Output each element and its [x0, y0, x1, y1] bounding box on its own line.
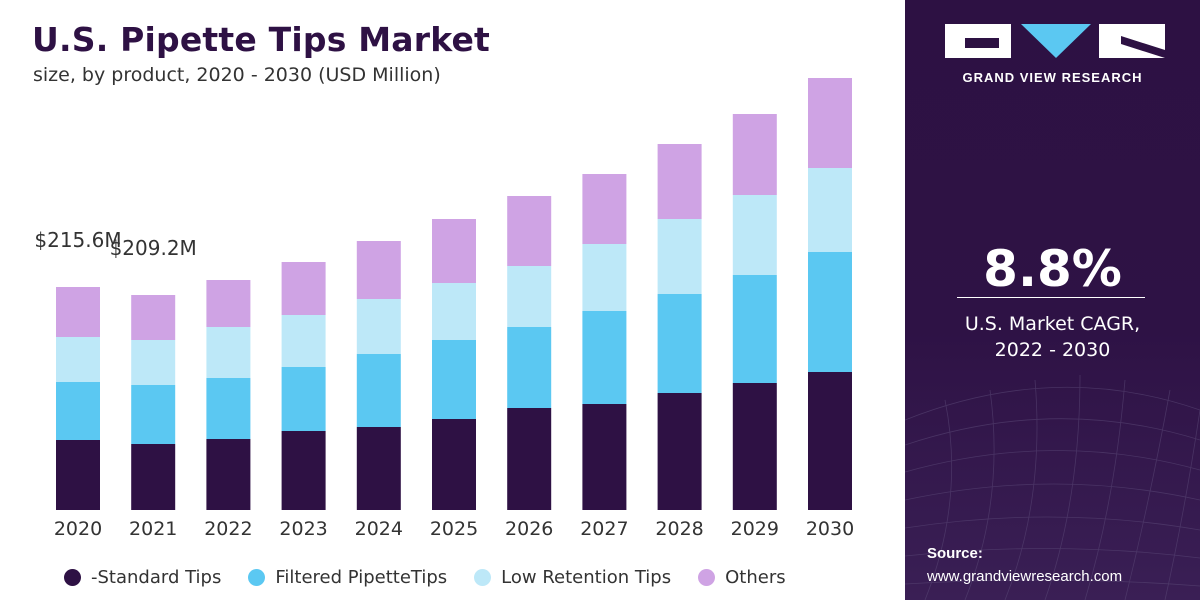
bar-segment-2029-s0: [732, 383, 777, 510]
legend-swatch-standard: [64, 568, 81, 586]
bar-segment-2027-s2: [582, 244, 627, 311]
cagr-value: 8.8%: [983, 240, 1122, 298]
x-tick-label: 2020: [54, 518, 102, 540]
source-label: Source:: [927, 545, 983, 562]
x-tick-label: 2026: [505, 518, 553, 540]
legend-swatch-others: [698, 568, 716, 586]
bar-segment-2027-s0: [582, 404, 627, 510]
bar-segment-2025-s0: [432, 419, 476, 510]
gvr-logo-icon: [945, 24, 1165, 58]
bar-segment-2023-s1: [281, 367, 326, 431]
bar-segment-2021-s3: [131, 295, 176, 340]
cagr-label-line1: U.S. Market CAGR,: [964, 313, 1141, 335]
bar-segment-2025-s2: [432, 283, 476, 340]
stacked-bar-chart: 2020 2021 2022 2023 2024 2025 2026 2027 2028 2029…: [34, 78, 854, 540]
bar-segment-2022-s3: [206, 280, 251, 327]
bar-segment-2025-s3: [432, 219, 476, 283]
bar-segment-2024-s0: [356, 427, 401, 510]
bar-segment-2024-s3: [356, 241, 401, 299]
x-tick-label: 2021: [129, 518, 177, 540]
bar-segment-2030-s1: [808, 252, 852, 372]
bar-segment-2021-s1: [131, 385, 176, 444]
bar-segment-2029-s2: [732, 195, 777, 275]
bar-segment-2026-s3: [507, 196, 552, 266]
bar-segment-2020-s2: [56, 337, 100, 382]
bar-segment-2026-s0: [507, 408, 552, 510]
x-tick-label: 2023: [279, 518, 327, 540]
bar-segment-2028-s1: [657, 294, 702, 393]
x-tick-label: 2027: [580, 518, 628, 540]
legend-label: Others: [725, 566, 786, 588]
bar-segment-2025-s1: [432, 340, 476, 419]
legend-item-filtered-tips: Filtered PipetteTips: [248, 567, 447, 588]
info-panel: GRAND VIEW RESEARCH 8.8% U.S. Market CAG…: [905, 0, 1200, 600]
bar-segment-2020-s3: [56, 287, 100, 337]
cagr-label-line2: 2022 - 2030: [994, 339, 1111, 361]
bar-segment-2028-s3: [657, 144, 702, 219]
bar-segment-2030-s3: [808, 78, 852, 168]
page-title: U.S. Pipette Tips Market: [32, 20, 491, 59]
data-label-2020: $215.6M: [34, 228, 121, 252]
legend-label: -Standard Tips: [91, 566, 222, 588]
bar-segment-2022-s0: [206, 439, 251, 510]
chart-subtitle: size, by product, 2020 - 2030 (USD Milli…: [33, 64, 441, 86]
bar-segment-2028-s2: [657, 219, 702, 294]
bar-segment-2023-s3: [281, 262, 326, 315]
bar-segment-2028-s0: [657, 393, 702, 510]
legend-item-low-retention-tips: Low Retention Tips: [474, 567, 671, 588]
bar-segment-2020-s1: [56, 382, 100, 440]
legend-item-others: Others: [698, 567, 786, 588]
x-tick-label: 2028: [655, 518, 703, 540]
x-tick-label: 2029: [731, 518, 779, 540]
legend-item-standard-tips: -Standard Tips: [64, 567, 221, 588]
legend-label: Low Retention Tips: [501, 566, 672, 588]
brand-name: GRAND VIEW RESEARCH: [962, 70, 1143, 85]
x-tick-label: 2022: [204, 518, 252, 540]
bar-segment-2021-s0: [131, 444, 176, 510]
bar-segment-2024-s1: [356, 354, 401, 427]
decorative-grid-background: [905, 374, 1200, 600]
cagr-label: U.S. Market CAGR, 2022 - 2030: [905, 311, 1200, 363]
chart-area: U.S. Pipette Tips Market size, by produc…: [32, 20, 855, 590]
bar-segment-2020-s0: [56, 440, 100, 510]
bar-segment-2026-s1: [507, 327, 552, 408]
bar-segment-2022-s2: [206, 327, 251, 378]
x-tick-label: 2024: [355, 518, 403, 540]
bar-segment-2024-s2: [356, 299, 401, 354]
chart-legend: -Standard Tips Filtered PipetteTips Low …: [64, 564, 813, 590]
x-tick-label: 2025: [430, 518, 478, 540]
bar-segment-2027-s3: [582, 174, 627, 244]
bar-segment-2027-s1: [582, 311, 627, 404]
legend-label: Filtered PipetteTips: [275, 566, 448, 588]
bar-segment-2030-s0: [808, 372, 852, 510]
bar-segment-2021-s2: [131, 340, 176, 385]
bar-segment-2029-s3: [732, 114, 777, 195]
bar-segment-2029-s1: [732, 275, 777, 383]
bar-segment-2023-s2: [281, 315, 326, 367]
x-tick-label: 2030: [806, 518, 854, 540]
bar-segment-2022-s1: [206, 378, 251, 439]
bar-segment-2026-s2: [507, 266, 552, 327]
bar-segment-2023-s0: [281, 431, 326, 510]
divider: [957, 297, 1145, 298]
legend-swatch-low-retention: [474, 568, 492, 586]
data-label-2021: $209.2M: [110, 236, 197, 260]
bar-segment-2030-s2: [808, 168, 852, 252]
legend-swatch-filtered: [248, 568, 266, 586]
source-link[interactable]: www.grandviewresearch.com: [927, 568, 1123, 585]
